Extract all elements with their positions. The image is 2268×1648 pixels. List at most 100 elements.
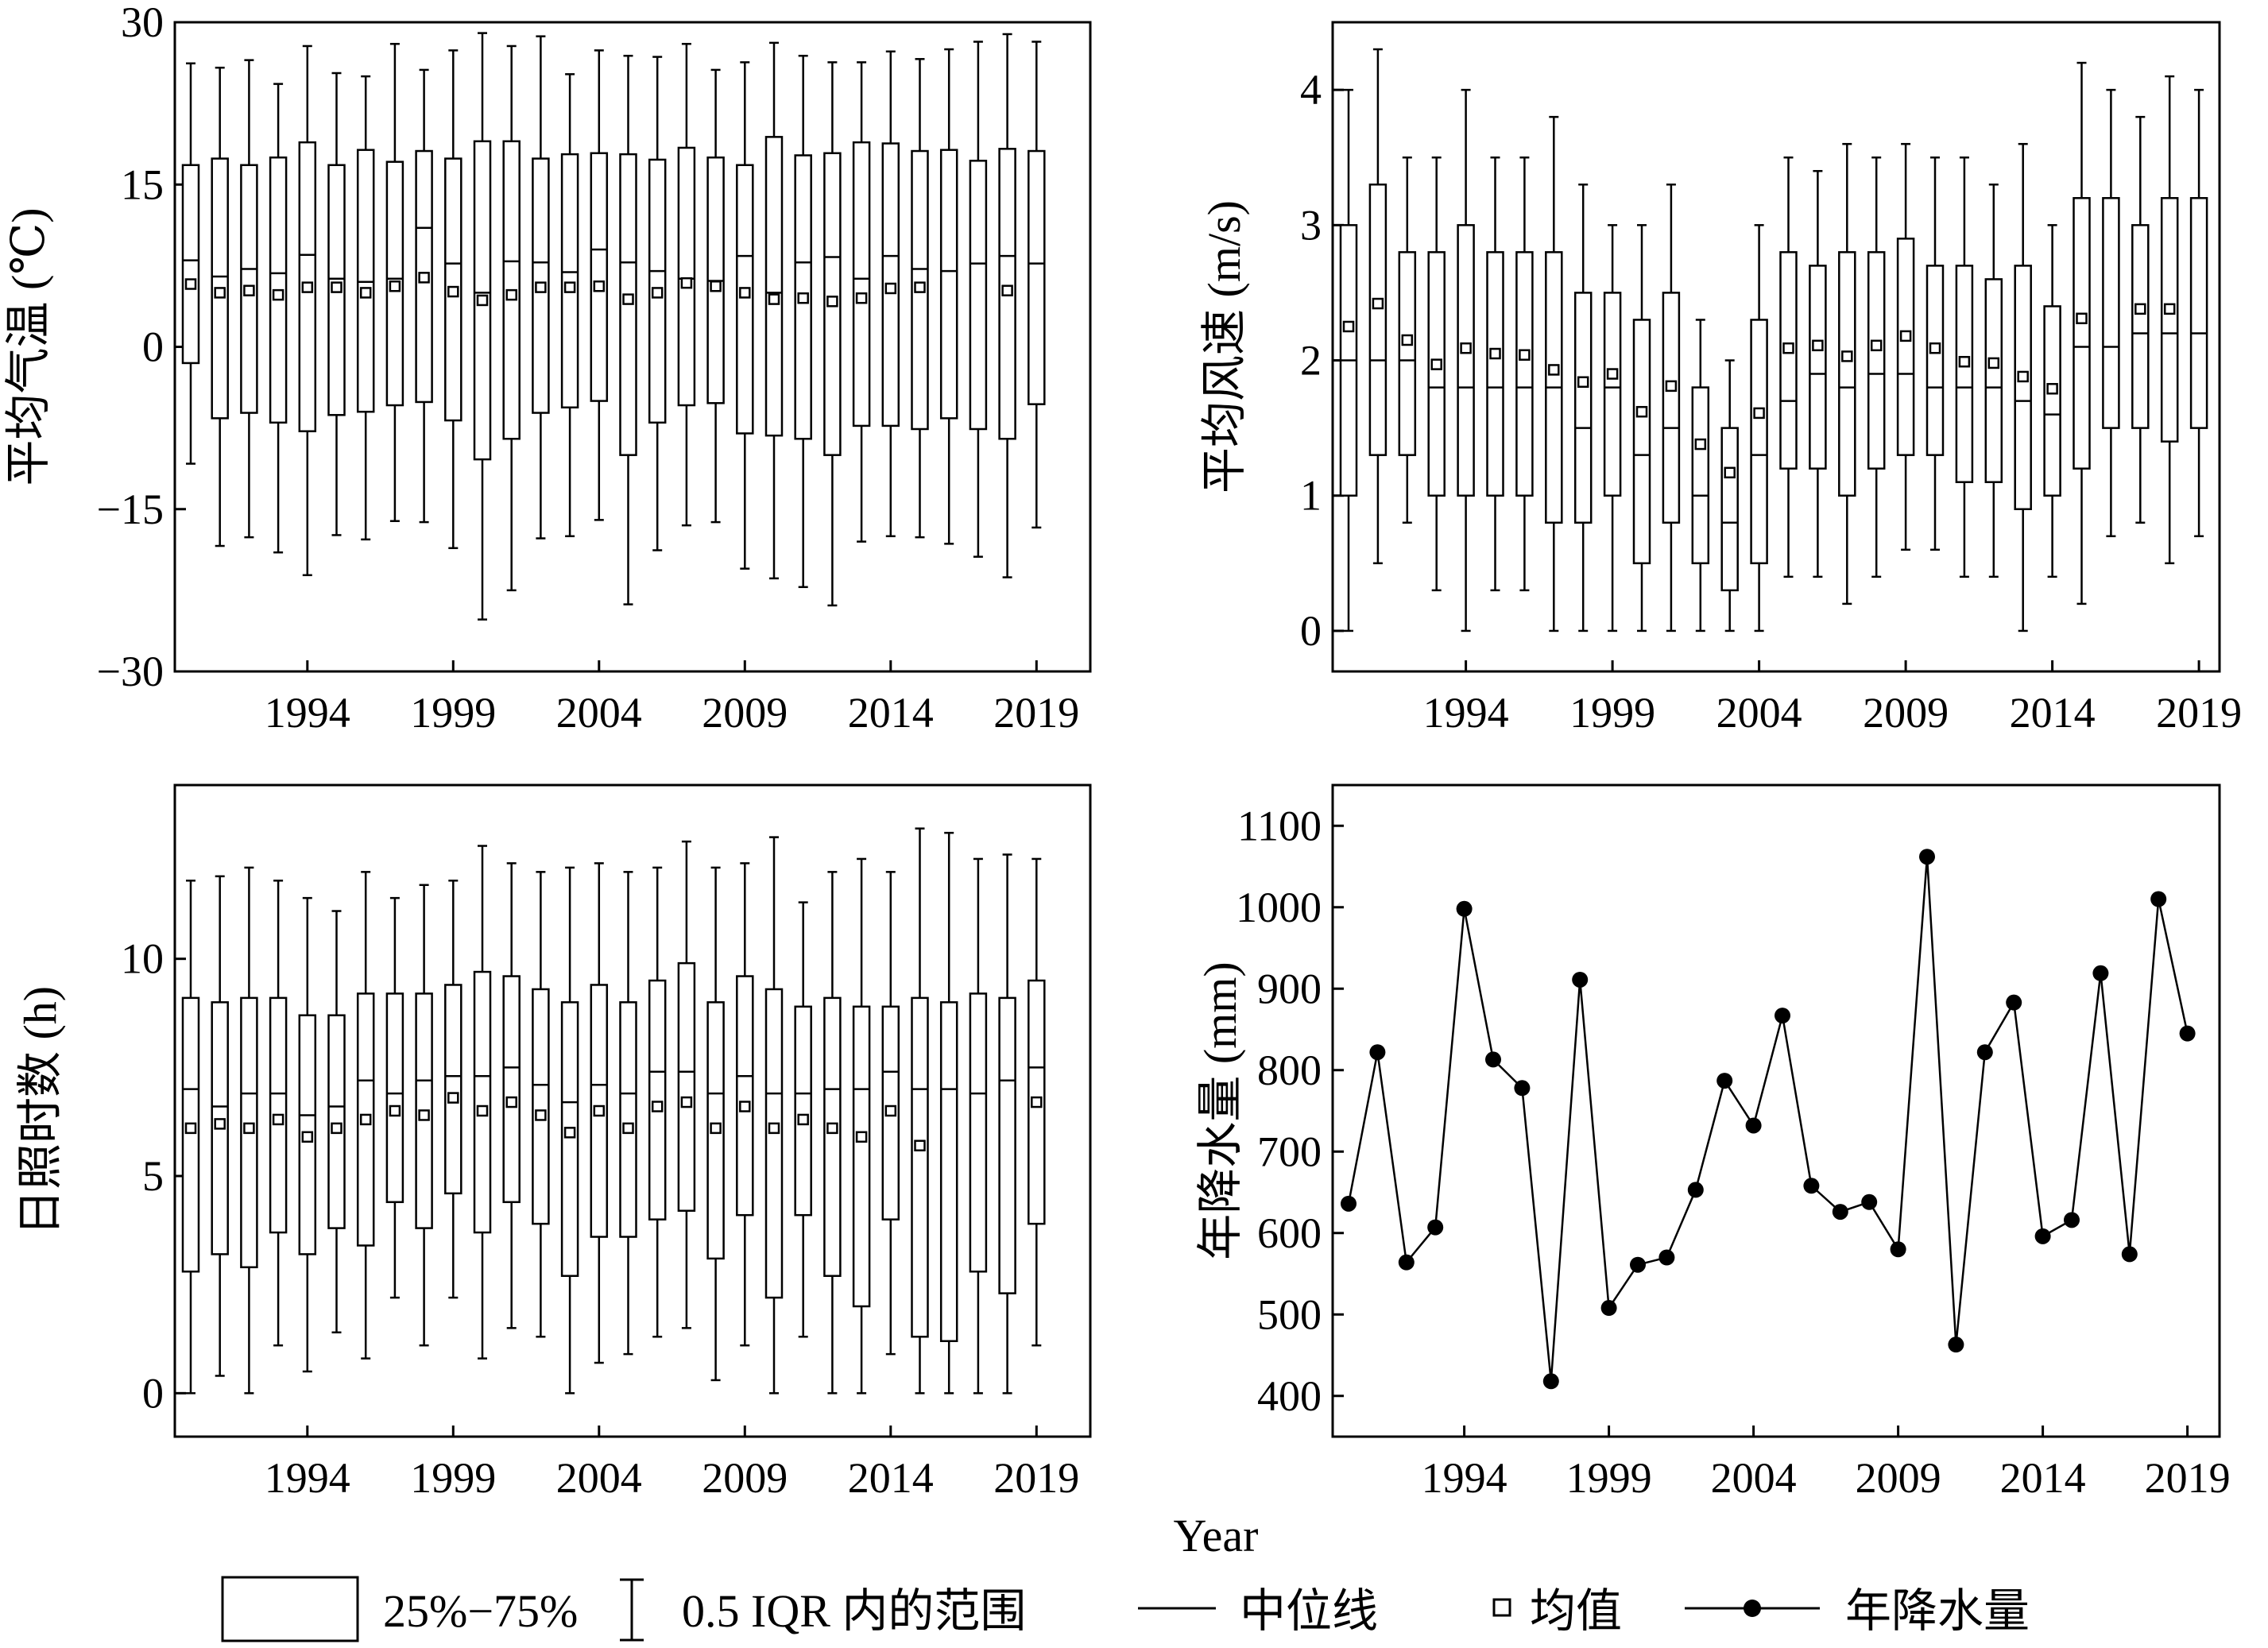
mean-marker — [476, 1104, 489, 1117]
y-tick-label: −15 — [97, 486, 164, 533]
x-tick-label: 2019 — [993, 689, 1079, 737]
mean-marker — [214, 287, 226, 299]
mean-marker — [1870, 339, 1883, 352]
x-axis-label: Year — [1174, 1510, 1259, 1561]
mean-marker — [447, 285, 459, 298]
box-2013 — [2014, 142, 2032, 633]
iqr-box — [532, 988, 550, 1225]
legend-box-swatch — [221, 1576, 359, 1642]
plot-frame — [1331, 21, 2221, 673]
iqr-box — [969, 160, 988, 431]
data-point-1993 — [1427, 1219, 1444, 1236]
y-tick-label: 2 — [1300, 337, 1322, 385]
box-2006 — [648, 56, 667, 551]
mean-marker — [797, 1113, 809, 1126]
box-1992 — [240, 866, 258, 1395]
mean-marker — [418, 1109, 430, 1121]
box-2019 — [2189, 88, 2208, 538]
data-point-2017 — [2121, 1246, 2138, 1263]
box-2013 — [852, 857, 871, 1395]
box-1993 — [1427, 156, 1446, 592]
data-point-2018 — [2150, 891, 2167, 907]
plot-frame — [173, 783, 1092, 1438]
box-1999 — [1603, 224, 1622, 633]
iqr-box — [1573, 292, 1593, 524]
box-1991 — [211, 66, 229, 547]
box-2016 — [939, 48, 958, 545]
data-point-1997 — [1542, 1373, 1559, 1390]
mean-marker — [214, 1118, 226, 1130]
iqr-box — [736, 975, 754, 1217]
iqr-box — [677, 961, 696, 1212]
iqr-box — [1028, 149, 1046, 405]
box-1993 — [269, 83, 288, 554]
box-1994 — [1457, 88, 1475, 633]
box-1999 — [444, 49, 463, 550]
mean-marker — [1899, 330, 1912, 342]
box-1995 — [327, 72, 346, 536]
mean-marker — [2017, 370, 2029, 383]
box-2013 — [852, 61, 871, 543]
x-tick-label: 2004 — [1716, 689, 1802, 737]
iqr-box — [2014, 265, 2032, 510]
mean-marker — [301, 1131, 314, 1143]
data-point-2001 — [1658, 1249, 1675, 1266]
mean-marker — [826, 1122, 838, 1135]
mean-marker — [593, 280, 606, 292]
box-1996 — [356, 75, 375, 541]
y-tick-label: 0 — [1300, 607, 1322, 655]
box-2005 — [619, 54, 637, 605]
box-2000 — [473, 845, 492, 1360]
box-2005 — [619, 871, 637, 1356]
legend-mean-swatch — [1492, 1598, 1511, 1617]
x-tick-label: 2004 — [556, 689, 642, 737]
x-tick-label: 2014 — [2000, 1454, 2086, 1502]
iqr-box — [1457, 224, 1475, 497]
box-1992 — [1398, 156, 1417, 524]
box-2015 — [911, 58, 929, 539]
data-point-2012 — [1976, 1044, 1993, 1061]
box-1991 — [1368, 48, 1388, 565]
box-2012 — [823, 871, 842, 1395]
mean-marker — [622, 1122, 634, 1135]
data-point-2013 — [2006, 994, 2022, 1011]
y-axis-label: 年降水量 (mm) — [1194, 961, 1246, 1259]
mean-marker — [301, 281, 314, 293]
mean-marker — [476, 294, 489, 307]
mean-marker — [1694, 438, 1707, 451]
mean-marker — [359, 1113, 372, 1126]
mean-marker — [680, 1096, 693, 1108]
box-2017 — [2131, 115, 2150, 524]
iqr-box — [327, 1014, 346, 1229]
mean-marker — [768, 1122, 780, 1135]
mean-marker — [914, 281, 926, 293]
x-tick-label: 2009 — [702, 689, 788, 737]
y-tick-label: 0 — [142, 323, 164, 371]
box-2011 — [794, 54, 812, 589]
x-tick-label: 2004 — [1711, 1454, 1797, 1502]
box-2019 — [1028, 857, 1046, 1347]
box-1991 — [211, 875, 229, 1377]
box-2002 — [532, 871, 550, 1338]
iqr-box — [648, 979, 667, 1221]
x-tick-label: 2019 — [2156, 689, 2242, 737]
iqr-box — [590, 152, 609, 402]
mean-marker — [884, 282, 897, 295]
mean-marker — [1401, 334, 1414, 346]
mean-marker — [184, 278, 197, 290]
data-point-1998 — [1572, 971, 1589, 988]
data-point-2003 — [1716, 1073, 1733, 1089]
data-point-1992 — [1398, 1254, 1415, 1271]
data-point-2009 — [1890, 1241, 1906, 1258]
mean-marker — [622, 293, 634, 305]
iqr-box — [2102, 197, 2120, 429]
legend-whisker-swatch — [620, 1578, 644, 1642]
data-point-2014 — [2034, 1228, 2051, 1244]
mean-marker — [1342, 320, 1355, 333]
box-1994 — [298, 896, 317, 1373]
box-1998 — [1573, 184, 1593, 633]
plot-frame — [1331, 783, 2221, 1438]
box-2000 — [1632, 224, 1651, 633]
x-tick-label: 2014 — [848, 689, 934, 737]
